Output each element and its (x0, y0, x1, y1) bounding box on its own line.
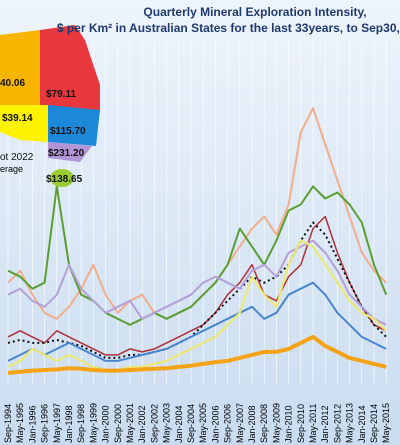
x-tick-label: May-1995 (15, 403, 25, 443)
chart-subtitle: $ per Km² in Australian States for the l… (57, 21, 400, 35)
series-line (7, 221, 387, 359)
x-tick-label: Sep-2004 (186, 404, 196, 443)
x-tick-label: May-2009 (271, 403, 281, 443)
x-tick-label: May-2011 (308, 404, 318, 443)
state-vic (48, 142, 92, 162)
x-tick-label: Jan-1996 (27, 405, 37, 443)
map-label: $39.14 (2, 113, 33, 124)
series-line (7, 281, 387, 362)
state-nsw (48, 105, 100, 146)
map-label: $79.11 (46, 89, 76, 100)
x-tick-label: Jan-2014 (357, 405, 367, 443)
state-tas (50, 169, 74, 187)
x-tick-label: Sep-2006 (223, 404, 233, 443)
series-line (7, 239, 387, 371)
x-tick-label: Sep-2008 (259, 404, 269, 443)
x-tick-label: Jan-2006 (210, 405, 220, 443)
x-tick-label: Sep-2002 (149, 404, 159, 443)
x-tick-label: Jan-2002 (137, 405, 147, 443)
x-tick-label: May-2005 (198, 403, 208, 443)
state-wa (0, 30, 40, 105)
map-label: $138.65 (46, 174, 83, 185)
x-tick-label: Jan-2004 (174, 405, 184, 443)
map-label: 40.06 (0, 78, 25, 89)
series-line (7, 215, 387, 356)
x-tick-label: Jan-1998 (64, 405, 74, 443)
x-tick-label: Sep-1996 (40, 404, 50, 443)
x-tick-label: Sep-2012 (332, 404, 342, 443)
x-tick-label: May-1997 (52, 403, 62, 443)
x-tick-label: Jan-2000 (101, 405, 111, 443)
series-line (7, 334, 387, 375)
map-label: $231.20 (48, 148, 85, 159)
map-note: erage (0, 164, 23, 174)
x-tick-label: Sep-1994 (3, 404, 13, 443)
x-tick-label: May-2007 (235, 403, 245, 443)
state-sa (0, 105, 48, 142)
x-tick-label: Jan-2012 (320, 405, 330, 443)
x-tick-label: May-2001 (125, 403, 135, 443)
map-note: ot 2022 (0, 152, 34, 163)
series-line (7, 239, 387, 326)
x-tick-label: May-2015 (381, 403, 391, 443)
state-qld (40, 25, 100, 110)
chart-title: Quarterly Mineral Exploration Intensity, (143, 5, 366, 19)
x-tick-label: Sep-2014 (369, 404, 379, 443)
map-label: $115.70 (50, 126, 86, 137)
x-tick-label: May-2013 (345, 403, 355, 443)
map (0, 25, 100, 187)
x-tick-label: Sep-1998 (76, 404, 86, 443)
x-tick-label: May-2003 (162, 403, 172, 443)
x-tick-label: Jan-2008 (247, 405, 257, 443)
x-tick-label: Sep-2000 (113, 404, 123, 443)
x-tick-label: May-1999 (88, 403, 98, 443)
x-tick-label: Sep-2010 (296, 404, 306, 443)
x-tick-label: Jan-2010 (284, 405, 294, 443)
